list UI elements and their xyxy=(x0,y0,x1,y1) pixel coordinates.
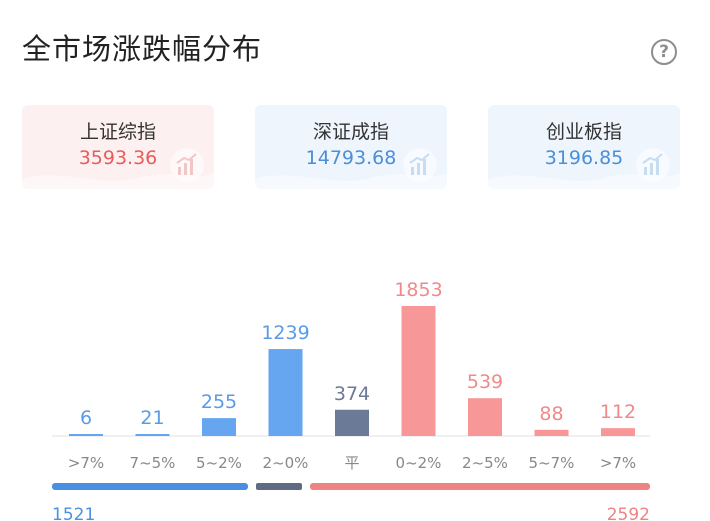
summary-bar-down xyxy=(52,483,248,490)
bar-down[interactable] xyxy=(268,349,303,436)
wave-decoration xyxy=(488,173,680,189)
index-card-shanghai[interactable]: 上证综指 3593.36 xyxy=(22,105,214,189)
wave-decoration xyxy=(255,173,447,189)
help-icon[interactable]: ? xyxy=(651,39,677,65)
trend-chart-icon xyxy=(636,148,670,182)
category-label: 0~2% xyxy=(396,454,442,472)
bar-value-label: 374 xyxy=(334,383,370,405)
summary-bar-flat xyxy=(256,483,302,490)
index-value: 14793.68 xyxy=(305,147,397,169)
bar-down[interactable] xyxy=(202,418,236,436)
bar-value-label: 6 xyxy=(80,407,92,429)
bar-up[interactable] xyxy=(601,428,635,436)
index-value: 3196.85 xyxy=(544,147,624,169)
page-title: 全市场涨跌幅分布 xyxy=(22,32,263,66)
category-label: 2~0% xyxy=(263,454,309,472)
bar-up[interactable] xyxy=(468,398,502,436)
category-label: >7% xyxy=(600,454,636,472)
category-label: 5~7% xyxy=(529,454,575,472)
bar-down[interactable] xyxy=(135,434,170,436)
index-card-shenzhen[interactable]: 深证成指 14793.68 xyxy=(255,105,447,189)
bar-down[interactable] xyxy=(69,434,103,436)
bar-value-label: 88 xyxy=(539,403,563,425)
bar-flat[interactable] xyxy=(335,409,369,436)
index-name: 上证综指 xyxy=(79,121,156,143)
category-label: 5~2% xyxy=(196,454,242,472)
trend-chart-icon xyxy=(403,148,437,182)
bar-value-label: 1239 xyxy=(261,322,309,344)
category-label: >7% xyxy=(68,454,104,472)
trend-chart-icon xyxy=(170,148,204,182)
index-value: 3593.36 xyxy=(78,147,158,169)
category-label: 7~5% xyxy=(130,454,176,472)
summary-bar-up xyxy=(310,483,650,490)
bar-value-label: 1853 xyxy=(394,279,442,301)
category-label: 2~5% xyxy=(462,454,508,472)
wave-decoration xyxy=(22,173,214,189)
bar-up[interactable] xyxy=(534,429,569,436)
bar-value-label: 112 xyxy=(600,401,636,423)
bar-value-label: 255 xyxy=(201,391,237,413)
bar-value-label: 539 xyxy=(467,371,503,393)
up-total-label: 2592 xyxy=(607,505,650,521)
distribution-bar-chart: 6 >7% 21 7~5% 255 5~2% 1239 2~0% 374 平 1853 0~2% 539… xyxy=(52,279,650,521)
bar-up[interactable] xyxy=(401,306,436,436)
index-name: 深证成指 xyxy=(312,121,389,143)
down-total-label: 1521 xyxy=(52,505,95,521)
index-card-chinext[interactable]: 创业板指 3196.85 xyxy=(488,105,680,189)
category-label: 平 xyxy=(344,454,359,472)
bar-value-label: 21 xyxy=(140,407,164,429)
index-name: 创业板指 xyxy=(545,121,622,143)
